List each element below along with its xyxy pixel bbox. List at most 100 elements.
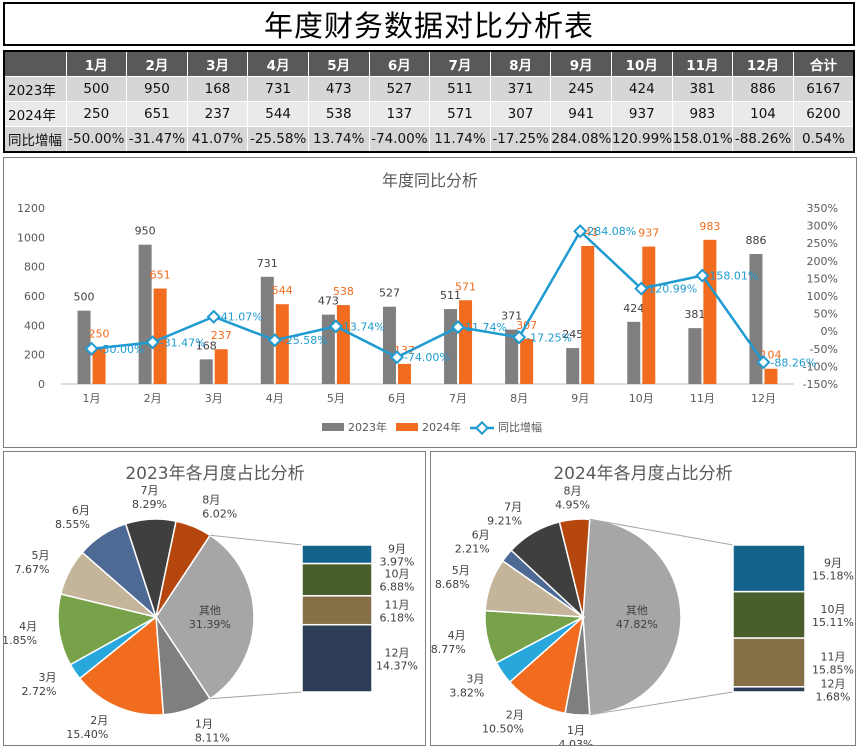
report-title-box: 年度财务数据对比分析表 <box>3 2 855 46</box>
breakout-label: 11月 <box>821 650 846 663</box>
table-cell: 511 <box>429 76 491 102</box>
column-header: 8月 <box>489 50 552 77</box>
y2-tick-label: 300% <box>807 220 838 233</box>
bar-2024-value-label: 250 <box>89 327 110 340</box>
pie-slice-percent: 11.85% <box>4 634 37 647</box>
breakout-segment <box>301 623 373 693</box>
bar-2024 <box>153 288 167 384</box>
column-header: 5月 <box>307 50 370 77</box>
row-label: 同比增幅 <box>3 126 67 153</box>
breakout-segment <box>732 637 806 688</box>
legend-2024-label: 2024年 <box>422 420 461 434</box>
bar-2024-value-label: 544 <box>272 284 293 297</box>
x-tick-label: 11月 <box>690 392 715 405</box>
row-label: 2023年 <box>3 76 67 102</box>
bar-chart-title: 年度同比分析 <box>382 171 478 190</box>
breakout-label: 12月 <box>821 677 846 690</box>
pie-slice-label: 5月 <box>452 564 470 577</box>
breakout-percent: 3.97% <box>380 555 415 568</box>
breakout-label: 11月 <box>385 598 410 611</box>
table-header-row: 1月 2月 3月 4月 5月 6月 7月 8月 9月 10月 11月 12月 合… <box>3 50 855 77</box>
table-cell: 104 <box>732 101 794 127</box>
bar-2023 <box>627 321 641 384</box>
table-cell: 527 <box>368 76 431 102</box>
bar-2024-value-label: 571 <box>455 280 476 293</box>
bar-2024 <box>214 349 228 384</box>
growth-point <box>450 319 466 335</box>
breakout-label: 10月 <box>821 603 846 616</box>
growth-value-label: -31.47% <box>160 336 206 349</box>
growth-value-label: -74.00% <box>404 351 450 364</box>
growth-point <box>267 333 282 348</box>
connector-line <box>210 691 303 700</box>
y2-tick-label: -50% <box>810 343 838 356</box>
bar-2024-value-label: 651 <box>150 269 171 282</box>
pie-slice-percent: 31.39% <box>189 618 231 631</box>
breakout-label: 9月 <box>388 542 406 555</box>
pie-slice-percent: 4.03% <box>559 738 594 745</box>
growth-value-label: -17.25% <box>526 331 572 344</box>
pie-slice-percent: 8.29% <box>132 498 167 511</box>
bar-2024 <box>336 305 350 384</box>
growth-point <box>512 330 527 345</box>
growth-value-label: 13.74% <box>343 320 385 333</box>
bar-2024 <box>703 239 717 384</box>
y2-tick-label: 250% <box>807 237 838 250</box>
bar-2024 <box>459 300 473 384</box>
pie-slice-label: 7月 <box>504 501 522 514</box>
column-header: 12月 <box>732 50 794 77</box>
column-header: 11月 <box>671 50 734 77</box>
table-cell: 13.74% <box>307 126 370 153</box>
pie-slice <box>155 520 212 618</box>
table-cell: 544 <box>247 101 309 127</box>
table-cell: 983 <box>671 101 734 127</box>
table-cell: 250 <box>65 101 128 127</box>
bar-2023-value-label: 511 <box>440 289 461 302</box>
table-cell: 571 <box>429 101 491 127</box>
pie-slice-percent: 4.95% <box>555 498 590 511</box>
bar-2023 <box>321 314 335 384</box>
bar-2023 <box>382 306 396 384</box>
bar-2023 <box>260 276 274 384</box>
bar-2023-value-label: 424 <box>623 302 644 315</box>
pie-slice-percent: 3.82% <box>449 686 484 699</box>
y-tick-label: 0 <box>38 378 45 391</box>
pie-slice-label: 2月 <box>506 708 524 721</box>
y-tick-label: 1000 <box>17 231 45 244</box>
column-header: 合计 <box>792 50 855 77</box>
legend-2023-label: 2023年 <box>348 420 387 434</box>
pie-slice-percent: 15.40% <box>66 728 108 741</box>
breakout-label: 9月 <box>824 556 842 569</box>
table-cell: -74.00% <box>368 126 431 153</box>
pie-slice-percent: 6.02% <box>202 507 237 520</box>
x-tick-label: 8月 <box>510 392 528 405</box>
table-cell: 120.99% <box>610 126 673 153</box>
pie-slice-percent: 2.21% <box>455 543 490 556</box>
pie-title: 2023年各月度占比分析 <box>125 464 304 484</box>
table-cell: 424 <box>610 76 673 102</box>
pie-slice-label: 1月 <box>567 724 585 737</box>
pie-title: 2024年各月度占比分析 <box>553 464 732 484</box>
x-tick-label: 7月 <box>449 392 467 405</box>
growth-point <box>389 350 405 365</box>
pie-slice-label: 其他 <box>199 604 221 617</box>
table-cell: -31.47% <box>126 126 188 153</box>
bar-2023 <box>749 254 763 384</box>
breakout-percent: 15.85% <box>812 663 854 676</box>
table-cell: 651 <box>126 101 188 127</box>
pie-slice-label: 4月 <box>448 629 466 642</box>
bar-2023-value-label: 886 <box>745 234 766 247</box>
bar-2023-value-label: 168 <box>196 339 217 352</box>
connector-line <box>589 518 734 546</box>
bar-chart-panel: 年度同比分析 0 200 400 600 800 1000 1200 -150% -100% -50… <box>3 157 857 448</box>
table-cell: 168 <box>186 76 249 102</box>
legend-growth-marker <box>474 420 490 436</box>
x-tick-label: 4月 <box>266 392 284 405</box>
x-tick-label: 12月 <box>751 392 776 405</box>
breakout-segment <box>732 686 806 693</box>
growth-value-label: 11.74% <box>465 321 507 334</box>
legend-growth-label: 同比增幅 <box>498 420 542 434</box>
table-cell: 284.08% <box>550 126 612 153</box>
table-cell: 137 <box>368 101 431 127</box>
